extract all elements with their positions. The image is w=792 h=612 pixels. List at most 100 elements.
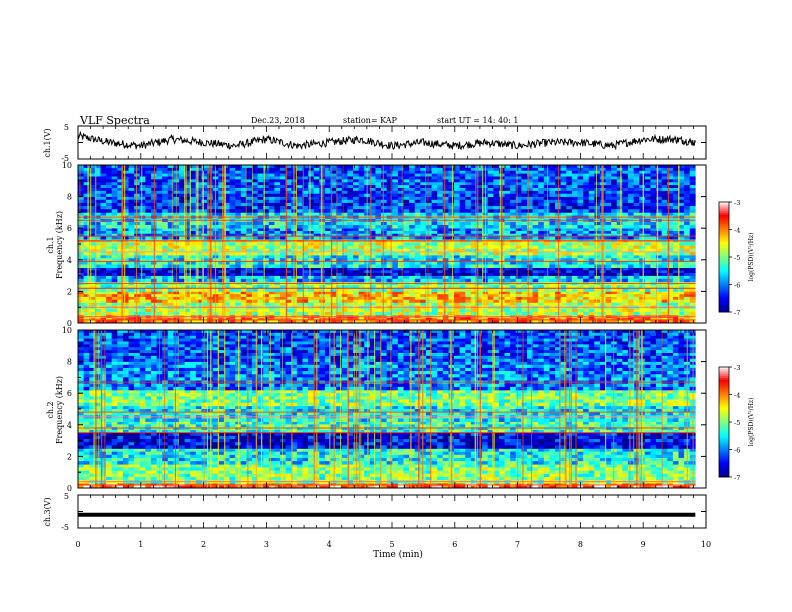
spectrogram-cell [414, 206, 421, 210]
spectrogram-cell [280, 233, 286, 237]
spectrogram-cell [302, 196, 309, 201]
spectrogram-cell [235, 320, 242, 324]
spectrogram-cell [454, 165, 460, 169]
spectrogram-cell [302, 248, 309, 253]
spectrogram-cell [89, 202, 96, 207]
spectrogram-cell [409, 167, 416, 172]
spectrogram-cell [179, 320, 185, 324]
spectrogram-cell [352, 291, 359, 295]
spectrogram-cell [616, 258, 623, 262]
spectrogram-cell [296, 212, 303, 216]
spectrogram-cell [313, 299, 320, 303]
spectrogram-cell [661, 261, 668, 265]
spectrogram-cell [386, 236, 393, 240]
spectrogram-cell [89, 233, 96, 237]
spectrogram-cell [352, 225, 359, 229]
spectrogram-cell [190, 221, 197, 226]
spectrogram-cell [526, 255, 533, 259]
spectrogram-cell [173, 296, 180, 300]
spectrogram-cell [240, 212, 247, 216]
spectrogram-cell [324, 294, 331, 298]
spectrogram-cell [308, 228, 314, 232]
spectrogram-cell [672, 317, 679, 321]
spectrogram-cell [678, 272, 685, 276]
spectrogram-cell [145, 308, 152, 313]
spectrogram-cell [94, 317, 101, 321]
spectrogram-cell [510, 270, 517, 274]
spectrogram-cell [555, 242, 561, 246]
spectrogram-cell [302, 167, 309, 172]
spectrogram-cell [605, 212, 612, 216]
spectrogram-cell [555, 170, 561, 174]
spectrogram-cell [571, 258, 578, 262]
spectrogram-cell [257, 230, 264, 235]
spectrogram-cell [644, 308, 651, 313]
spectrogram-cell [156, 167, 163, 172]
spectrogram-cell [571, 228, 578, 232]
spectrogram-cell [577, 196, 584, 201]
spectrogram-cell [218, 296, 225, 300]
spectrogram-cell [229, 285, 236, 289]
spectrogram-cell [145, 317, 152, 321]
spectrogram-cell [689, 202, 696, 207]
spectrogram-cell [263, 225, 270, 229]
spectrogram-cell [667, 225, 674, 229]
spectrogram-cell [689, 267, 696, 271]
spectrogram-cell [459, 209, 466, 213]
spectrogram-cell [218, 275, 225, 280]
spectrogram-cell [251, 270, 258, 274]
spectrogram-cell [280, 288, 286, 292]
spectrogram-cell [201, 278, 208, 283]
spectrogram-cell [145, 291, 152, 295]
spectrogram-cell [549, 296, 556, 300]
spectrogram-cell [538, 291, 545, 295]
spectrogram-cell [611, 196, 618, 201]
spectrogram-cell [330, 165, 337, 169]
spectrogram-cell [358, 167, 365, 172]
spectrogram-cell [167, 317, 174, 321]
spectrogram-cell [324, 212, 331, 216]
spectrogram-cell [560, 225, 567, 229]
spectrogram-cell [313, 258, 320, 262]
spectrogram-cell [566, 258, 573, 262]
spectrogram-cell [341, 212, 348, 216]
spectrogram-cell [381, 299, 387, 303]
spectrogram-cell [454, 308, 460, 313]
spectrogram-cell [190, 288, 197, 292]
spectrogram-cell [420, 264, 427, 268]
spectrogram-cell [532, 230, 539, 235]
spectrogram-cell [470, 285, 477, 289]
spectrogram-cell [122, 202, 129, 207]
spectrogram-cell [167, 236, 174, 240]
spectrogram-cell [689, 270, 696, 274]
spectrogram-cell [684, 196, 691, 201]
spectrogram-cell [644, 258, 651, 262]
spectrogram-cell [235, 230, 242, 235]
spectrogram-cell [543, 170, 550, 174]
spectrogram-cell [543, 272, 550, 276]
spectrogram-cell [296, 165, 303, 169]
spectrogram-cell [538, 165, 545, 169]
spectrogram-cell [330, 294, 337, 298]
spectrogram-cell [504, 261, 511, 265]
spectrogram-cell [324, 230, 331, 235]
spectrogram-cell [622, 291, 629, 295]
spectrogram-cell [240, 278, 247, 283]
spectrogram-cell [341, 236, 348, 240]
spectrogram-cell [470, 221, 477, 226]
spectrogram-cell [493, 167, 500, 172]
spectrogram-cell [167, 209, 174, 213]
spectrogram-cell [577, 199, 584, 204]
spectrogram-cell [465, 225, 472, 229]
spectrogram-cell [504, 165, 511, 169]
spectrogram-cell [414, 242, 421, 246]
spectrogram-cell [274, 320, 281, 324]
spectrogram-cell [571, 236, 578, 240]
spectrogram-cell [201, 270, 208, 274]
spectrogram-cell [358, 320, 365, 324]
spectrogram-cell [622, 248, 629, 253]
spectrogram-cell [375, 251, 382, 256]
spectrogram-cell [605, 230, 612, 235]
spectrogram-cell [627, 270, 634, 274]
spectrogram-cell [117, 251, 124, 256]
